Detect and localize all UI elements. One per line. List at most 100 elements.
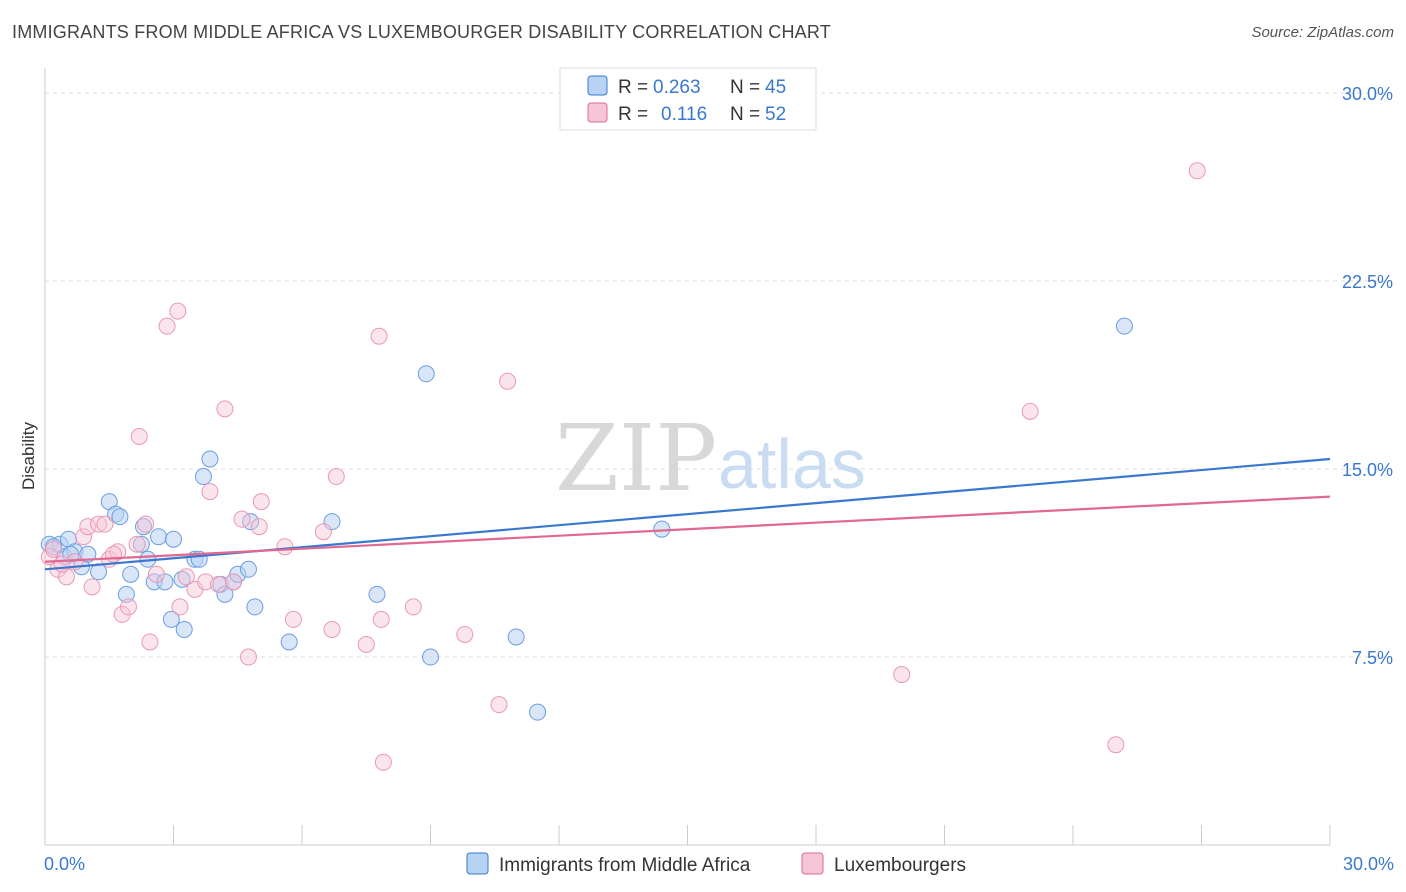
scatter-point	[239, 560, 257, 578]
watermark-zip: ZIP	[555, 405, 717, 512]
legend-n-label-1: N =	[730, 77, 760, 98]
scatter-point	[83, 578, 101, 596]
scatter-point	[368, 585, 386, 603]
scatter-point	[417, 365, 435, 383]
scatter-point	[404, 598, 422, 616]
scatter-point	[130, 427, 148, 445]
scatter-point	[252, 493, 270, 511]
legend-r-label-1: R =	[618, 77, 648, 98]
scatter-point	[79, 545, 97, 563]
scatter-point	[893, 666, 911, 684]
legend-n-value-2: 52	[765, 104, 786, 125]
scatter-point	[111, 508, 129, 526]
scatter-point	[327, 468, 345, 486]
y-axis-title: Disability	[19, 421, 38, 490]
scatter-point	[201, 483, 219, 501]
scatter-point	[158, 317, 176, 335]
x-tick-label-max: 30.0%	[1343, 854, 1394, 874]
scatter-point	[499, 372, 517, 390]
scatter-point	[239, 648, 257, 666]
trend-lines	[44, 457, 1331, 571]
scatter-point	[370, 327, 388, 345]
scatter-point	[150, 528, 168, 546]
scatter-point	[141, 633, 159, 651]
scatter-point	[169, 302, 187, 320]
source-label: Source: ZipAtlas.com	[1251, 24, 1394, 41]
scatter-point	[165, 530, 182, 548]
bottom-legend: Immigrants from Middle Africa Luxembourg…	[466, 852, 966, 876]
scatter-point	[120, 598, 138, 616]
legend: R = 0.263 N = 45 R = 0.116 N = 52	[559, 67, 817, 131]
series-immigrants-points	[40, 317, 1133, 721]
scatter-point	[132, 535, 150, 553]
chart-title: IMMIGRANTS FROM MIDDLE AFRICA VS LUXEMBO…	[12, 22, 831, 42]
watermark-atlas: atlas	[718, 425, 866, 503]
scatter-point	[57, 568, 75, 586]
scatter-point	[224, 573, 242, 591]
scatter-point	[233, 510, 251, 528]
scatter-point	[135, 518, 153, 536]
scatter-point	[507, 628, 525, 646]
scatter-point	[490, 696, 508, 714]
scatter-point	[284, 610, 302, 628]
scatter-point	[276, 538, 294, 556]
legend-r-value-1: 0.263	[653, 77, 701, 98]
scatter-point	[90, 515, 108, 533]
legend-r-label-2: R =	[618, 104, 648, 125]
trend-line-luxembourgers	[44, 495, 1331, 563]
legend-r-value-2: 0.116	[661, 104, 707, 125]
scatter-point	[162, 610, 180, 628]
legend-n-value-1: 45	[765, 77, 786, 98]
scatter-point	[456, 625, 474, 643]
scatter-point	[357, 635, 375, 653]
scatter-point	[250, 518, 268, 536]
y-tick-label: 30.0%	[1342, 84, 1393, 104]
scatter-point	[374, 753, 392, 771]
scatter-point	[422, 648, 439, 666]
scatter-point	[201, 450, 219, 468]
scatter-point	[194, 468, 212, 486]
scatter-point	[128, 535, 146, 553]
scatter-point	[280, 633, 298, 651]
watermark: ZIP atlas	[555, 405, 866, 512]
scatter-point	[175, 620, 193, 638]
series-luxembourgers-points	[40, 162, 1206, 771]
scatter-point	[96, 515, 114, 533]
scatter-point	[216, 400, 234, 418]
scatter-point	[137, 515, 155, 533]
x-tick-label-min: 0.0%	[44, 854, 85, 874]
scatter-point	[323, 620, 341, 638]
scatter-point	[1107, 736, 1125, 754]
scatter-point	[197, 573, 215, 591]
legend-swatch-blue	[587, 75, 608, 96]
scatter-point	[171, 598, 189, 616]
scatter-point	[1188, 162, 1206, 180]
scatter-point	[529, 703, 547, 721]
scatter-point	[177, 568, 195, 586]
scatter-point	[1021, 402, 1039, 420]
scatter-point	[147, 565, 165, 583]
legend-n-label-2: N =	[730, 104, 760, 125]
y-tick-label: 7.5%	[1352, 648, 1393, 668]
legend-swatch-pink	[587, 102, 608, 123]
scatter-point	[45, 540, 63, 558]
scatter-point	[79, 518, 97, 536]
bottom-legend-label-immigrants: Immigrants from Middle Africa	[499, 855, 751, 876]
scatter-point	[53, 555, 71, 573]
scatter-point	[1115, 317, 1133, 335]
scatter-point	[122, 565, 140, 583]
scatter-point	[209, 575, 227, 593]
x-axis	[44, 68, 1331, 846]
scatter-point	[372, 610, 390, 628]
y-tick-labels: 7.5% 15.0% 22.5% 30.0%	[1342, 84, 1393, 668]
bottom-legend-label-luxembourgers: Luxembourgers	[834, 855, 966, 876]
scatter-point	[75, 528, 93, 546]
y-tick-label: 15.0%	[1342, 460, 1393, 480]
scatter-point	[314, 523, 332, 541]
scatter-point	[105, 545, 123, 563]
bottom-legend-swatch-pink	[801, 852, 824, 875]
bottom-legend-swatch-blue	[466, 852, 489, 875]
y-tick-label: 22.5%	[1342, 272, 1393, 292]
scatter-point	[246, 598, 264, 616]
